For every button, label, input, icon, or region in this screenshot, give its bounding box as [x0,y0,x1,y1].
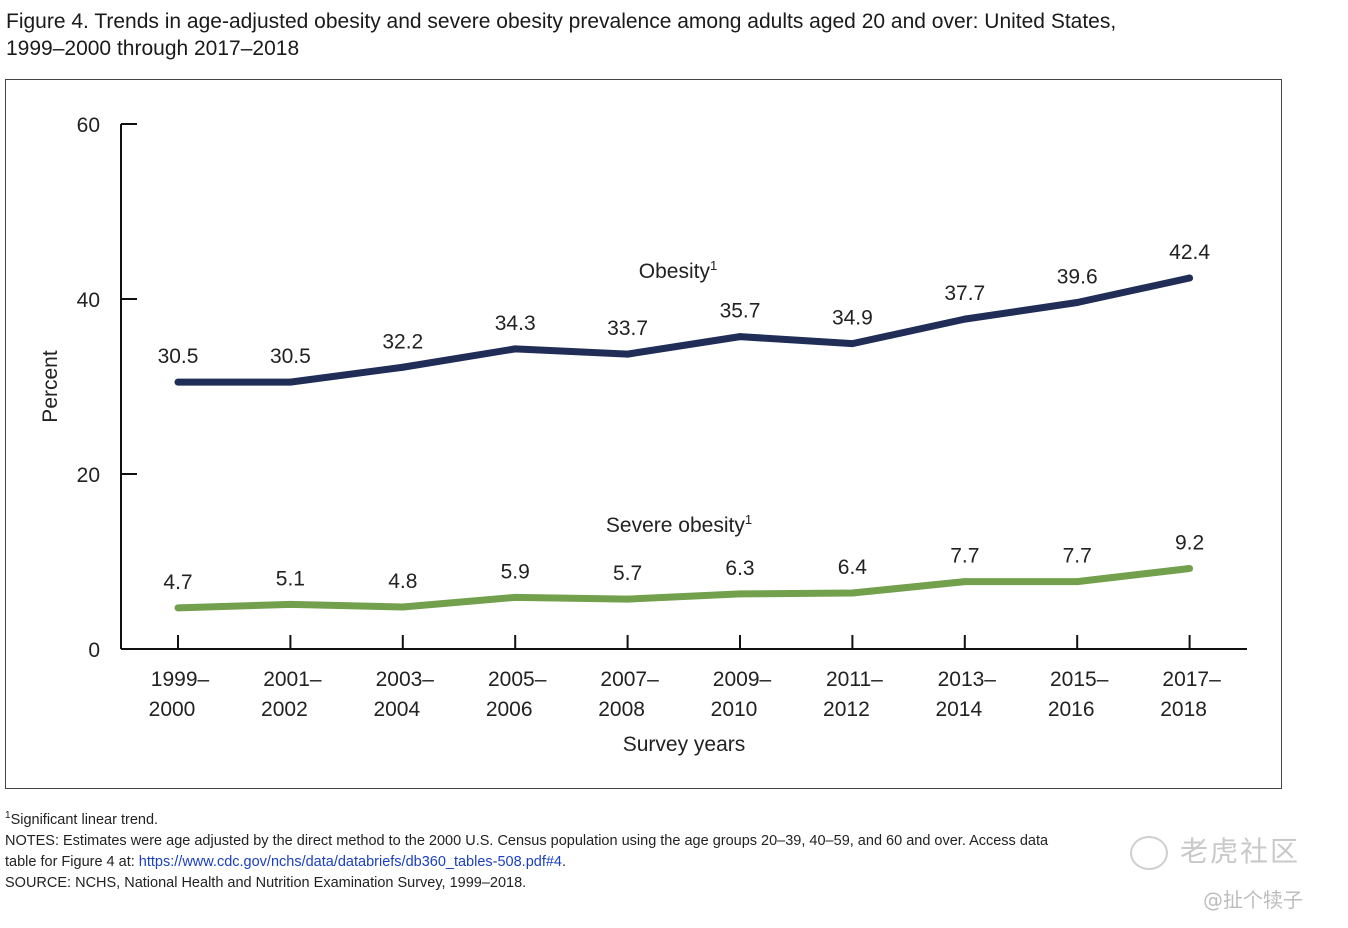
data-point [848,589,856,597]
data-point [399,603,407,611]
x-tick-label-line2: 2008 [598,698,645,721]
x-tick-label-line1: 2003– [376,668,435,691]
data-label: 30.5 [158,345,199,368]
x-tick-label-line1: 2017– [1162,668,1221,691]
series-label-text: Severe obesity [606,514,745,537]
data-point [736,333,744,341]
x-tick-label-line1: 2015– [1050,668,1109,691]
data-label: 5.9 [501,560,530,583]
data-label: 7.7 [1063,545,1092,568]
data-label: 5.1 [276,567,305,590]
data-point [848,340,856,348]
x-tick-label-line1: 2009– [713,668,772,691]
data-point [286,378,294,386]
data-point [624,350,632,358]
data-label: 39.6 [1057,266,1098,289]
data-point [174,378,182,386]
data-point [399,363,407,371]
x-tick-label-line1: 1999– [151,668,210,691]
data-point [1186,565,1194,572]
x-tick-label-line1: 2007– [600,668,659,691]
series-line-1 [177,565,1191,612]
watermark-logo-icon [1130,836,1168,870]
series-label-0: Obesity1 [639,258,717,283]
data-point [1073,299,1081,306]
notes-line-2: table for Figure 4 at: https://www.cdc.g… [5,852,1305,873]
data-point [286,600,294,608]
data-label: 5.7 [613,562,642,585]
y-tick-label: 40 [77,289,100,312]
x-tick-label-line1: 2001– [263,668,322,691]
x-tick-label-line2: 2006 [486,698,533,721]
data-point [174,604,182,612]
x-tick-label-line2: 2010 [711,698,758,721]
x-tick-label-line1: 2005– [488,668,547,691]
x-tick-label-line2: 2004 [373,698,420,721]
data-label: 4.8 [388,570,417,593]
data-label: 32.2 [382,330,423,353]
data-label: 6.3 [725,557,754,580]
footnote-text: Significant linear trend. [10,811,159,828]
data-label: 33.7 [607,317,648,340]
watermark-brand-text: 老虎社区 [1180,835,1301,868]
x-tick-label-line2: 2012 [823,698,870,721]
notes-line-1: NOTES: Estimates were age adjusted by th… [5,832,1049,849]
figure-title: Figure 4. Trends in age-adjusted obesity… [6,8,1326,62]
x-tick-label-line2: 2000 [149,698,196,721]
source-line: SOURCE: NCHS, National Health and Nutrit… [5,874,527,891]
x-tick-label-line1: 2011– [826,668,883,691]
x-axis-label: Survey years [623,733,746,756]
data-point [1186,274,1194,282]
x-tick-label-line2: 2002 [261,698,308,721]
data-point [1073,578,1081,586]
watermark-user: @扯个犊子 [1203,888,1303,912]
y-axis-label: Percent [39,350,62,423]
data-label: 42.4 [1169,241,1210,264]
data-label: 37.7 [944,282,985,305]
data-label: 7.7 [950,545,979,568]
x-tick-label-line2: 2018 [1160,698,1207,721]
footnote-mark: 1 [5,810,11,821]
y-tick-label: 0 [88,639,100,662]
notes-line-2-prefix: table for Figure 4 at: [5,853,139,870]
data-label: 4.7 [163,571,192,594]
x-tick-label-line2: 2016 [1048,698,1095,721]
y-tick-label: 60 [77,114,100,137]
figure-notes: 1Significant linear trend. NOTES: Estima… [5,805,1305,894]
series-label-text: Obesity [639,260,711,283]
figure-title-line1: Figure 4. Trends in age-adjusted obesity… [6,10,1117,33]
watermark-brand: 老虎社区 [1130,830,1300,870]
data-point [961,578,969,586]
figure-title-line2: 1999–2000 through 2017–2018 [6,37,300,60]
data-label: 34.3 [495,312,536,335]
footnote: 1Significant linear trend. [5,805,1305,831]
data-point [624,595,632,603]
chart-frame [5,79,1282,789]
data-label: 6.4 [838,556,868,579]
data-label: 9.2 [1175,532,1204,555]
notes-line-2-suffix: . [562,853,567,870]
series-label-1: Severe obesity1 [606,512,752,537]
data-point [511,345,519,353]
data-point [736,590,744,598]
data-label: 35.7 [720,300,761,323]
data-label: 30.5 [270,345,311,368]
x-tick-label-line1: 2013– [938,668,997,691]
x-tick-label-line2: 2014 [935,698,982,721]
series-label-superscript: 1 [745,512,752,527]
series-label-superscript: 1 [710,258,717,273]
y-tick-label: 20 [77,464,100,487]
series-line-0 [178,274,1191,386]
data-label: 34.9 [832,307,873,330]
data-point [511,593,519,601]
data-point [961,315,969,323]
data-table-link[interactable]: https://www.cdc.gov/nchs/data/databriefs… [138,853,562,870]
